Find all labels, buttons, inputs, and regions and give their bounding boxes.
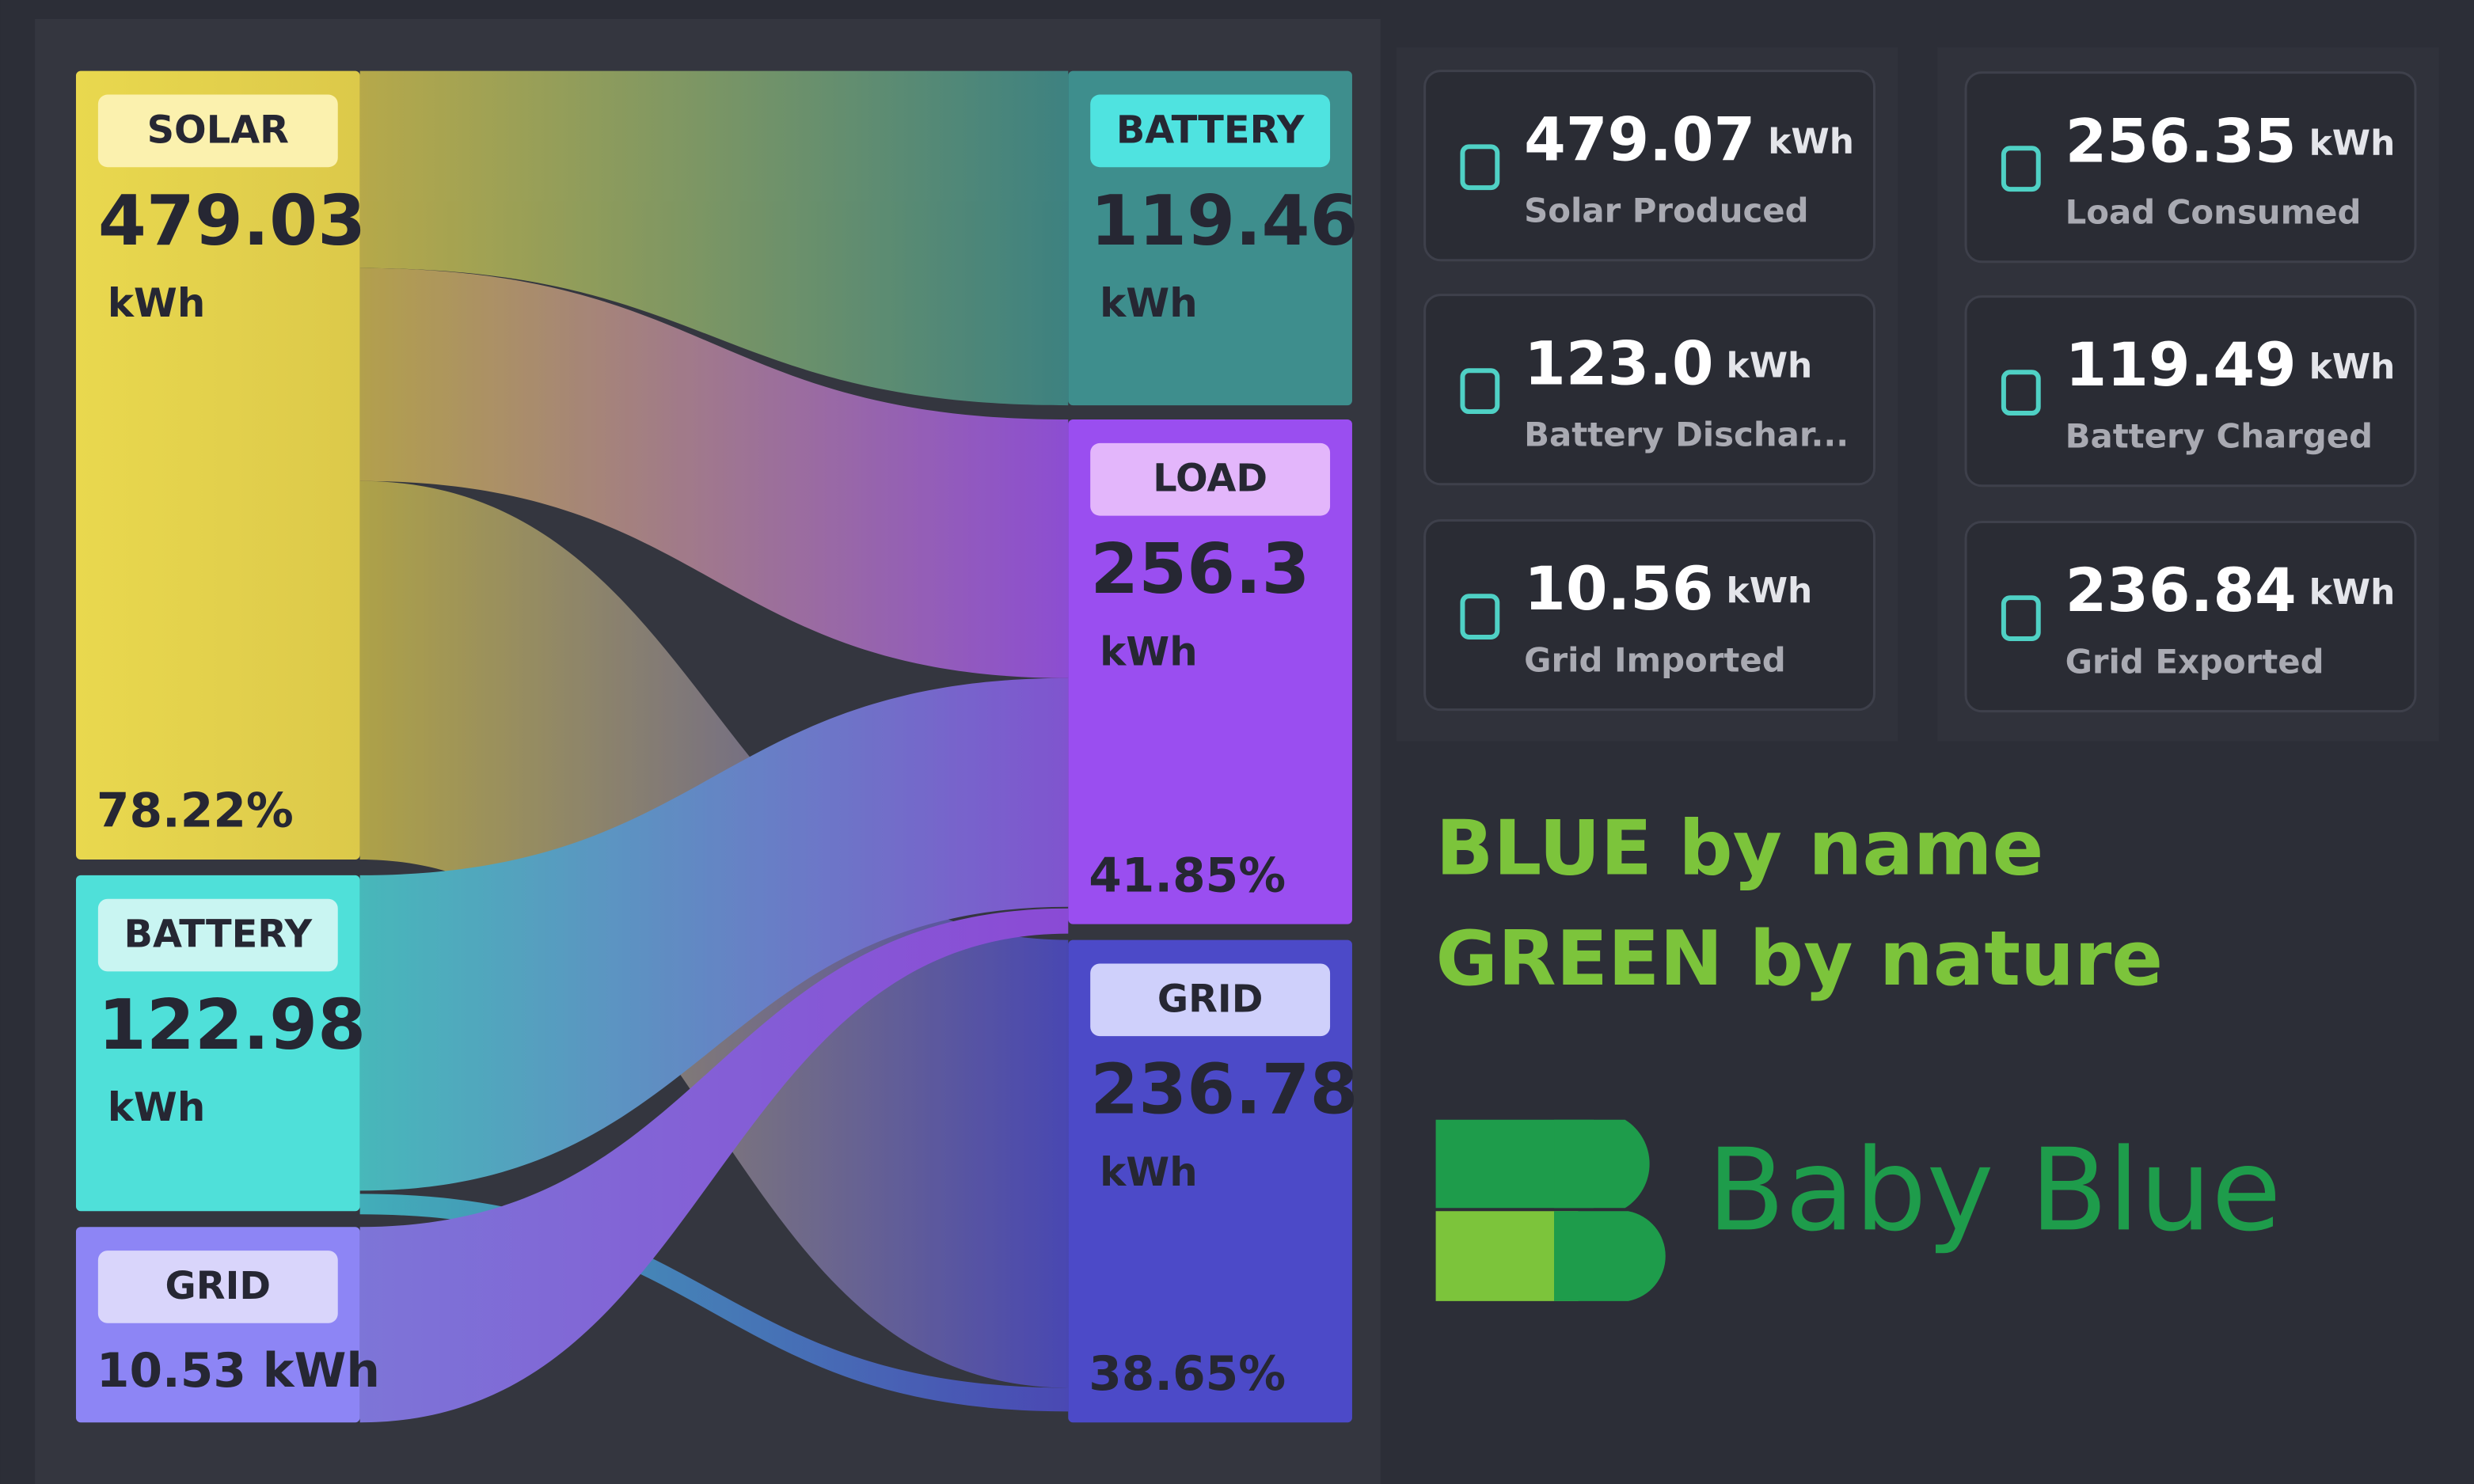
tagline: GREEN by nature <box>1436 914 2164 1003</box>
node-value: 10.53 kWh <box>97 1344 380 1399</box>
node-label: BATTERY <box>1116 108 1305 152</box>
flow <box>359 70 1069 406</box>
node-unit: kWh <box>1100 1149 1198 1195</box>
node-value: 122.98 <box>98 985 366 1065</box>
node-chip <box>1090 963 1331 1037</box>
card-icon <box>2001 595 2041 641</box>
card-label: Grid Imported <box>1524 640 1786 679</box>
tagline: BLUE by name <box>1436 803 2044 892</box>
stat-card <box>1964 521 2417 713</box>
card-unit: kWh <box>2309 123 2396 163</box>
flow <box>359 1194 1069 1412</box>
node-percent: 78.22% <box>97 784 294 839</box>
node-unit: kWh <box>1100 628 1198 674</box>
node-value: 119.46 <box>1090 180 1358 261</box>
stat-card <box>1423 70 1875 262</box>
node-label: BATTERY <box>124 913 314 957</box>
node-percent: 41.85% <box>1089 848 1286 903</box>
logo-shape <box>1554 1119 1650 1209</box>
card-unit: kWh <box>2309 572 2396 613</box>
node-chip <box>97 898 338 972</box>
sankey-flows <box>359 70 1069 1423</box>
node-label: SOLAR <box>147 108 289 152</box>
card-label: Grid Exported <box>2065 642 2324 681</box>
card-label: Battery Dischar... <box>1524 415 1849 454</box>
card-unit: kWh <box>1727 345 1813 385</box>
sankey-nodes: SOLAR 479.03 kWh 78.22% BATTERY 122.98 kWh GRID… <box>75 70 1358 1423</box>
card-icon <box>1460 368 1500 415</box>
node-label: GRID <box>1157 977 1264 1021</box>
flow <box>359 677 1069 1191</box>
node-label: LOAD <box>1153 457 1267 501</box>
node-unit: kWh <box>108 280 205 326</box>
card-unit: kWh <box>1727 571 1813 611</box>
node-unit: kWh <box>1100 280 1198 326</box>
stat-card <box>1423 519 1875 712</box>
card-icon <box>2001 146 2041 192</box>
node-unit: kWh <box>108 1084 205 1130</box>
card-icon <box>2001 370 2041 416</box>
card-label: Solar Produced <box>1524 191 1808 230</box>
node-value: 479.03 <box>98 180 366 261</box>
stat-card <box>1423 294 1875 486</box>
sankey-node <box>1068 419 1352 924</box>
sankey-node <box>75 70 360 860</box>
card-icon <box>1460 594 1500 640</box>
node-label: GRID <box>165 1265 272 1308</box>
node-chip <box>97 1251 338 1323</box>
flow <box>359 268 1069 678</box>
stat-card <box>1964 295 2417 488</box>
card-value: 10.56 kWh <box>1524 554 1812 624</box>
card-unit: kWh <box>1768 121 1854 161</box>
brand-logo <box>1435 1119 1666 1301</box>
node-value: 236.78 <box>1090 1049 1358 1130</box>
flow <box>359 908 1069 1423</box>
sankey-node <box>1068 939 1352 1423</box>
card-icon <box>1460 144 1500 191</box>
node-percent: 38.65% <box>1089 1347 1286 1402</box>
stat-card <box>1964 71 2417 264</box>
node-chip <box>97 94 338 168</box>
node-chip <box>1090 94 1331 168</box>
node-chip <box>1090 442 1331 516</box>
card-unit: kWh <box>2309 347 2396 387</box>
logo-shape <box>1554 1211 1666 1301</box>
card-label: Battery Charged <box>2065 416 2373 455</box>
node-value: 256.3 <box>1090 529 1309 609</box>
brand-name: Baby Blue <box>1707 1124 2281 1256</box>
card-label: Load Consumed <box>2065 192 2362 231</box>
